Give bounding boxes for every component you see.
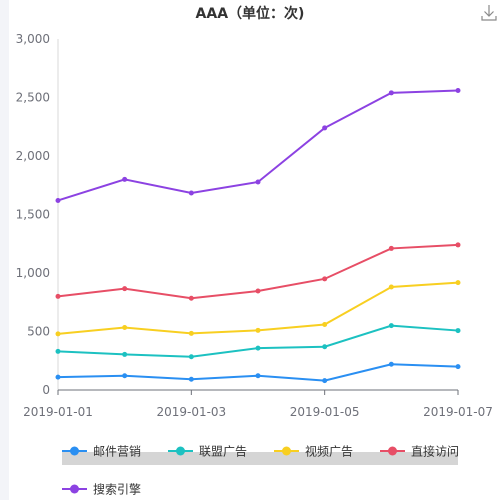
data-point[interactable] [188, 330, 194, 336]
data-point[interactable] [322, 344, 328, 350]
y-tick-label: 1,000 [16, 266, 50, 280]
legend-band [62, 452, 458, 465]
legend-label: 视频广告 [305, 444, 353, 459]
data-point[interactable] [255, 179, 261, 185]
data-point[interactable] [188, 354, 194, 360]
data-point[interactable] [55, 293, 61, 299]
data-point[interactable] [455, 364, 461, 370]
y-tick-label: 2,500 [16, 91, 50, 105]
x-axis: 2019-01-01 2019-01-03 2019-01-05 2019-01-07 [23, 389, 493, 419]
data-point[interactable] [255, 345, 261, 351]
data-point[interactable] [122, 286, 128, 292]
y-tick-label: 1,500 [16, 208, 50, 222]
data-point[interactable] [322, 321, 328, 327]
data-point[interactable] [322, 125, 328, 131]
data-point[interactable] [455, 328, 461, 334]
data-point[interactable] [255, 288, 261, 294]
data-point[interactable] [388, 361, 394, 367]
side-strip [0, 0, 9, 500]
legend-marker [176, 446, 185, 456]
legend-label: 搜索引擎 [93, 482, 141, 497]
download-icon[interactable] [481, 4, 497, 22]
y-axis: 0 500 1,000 1,500 2,000 2,500 3,000 [16, 32, 59, 397]
legend-marker [388, 446, 397, 456]
series-layer [55, 87, 461, 384]
data-point[interactable] [322, 378, 328, 384]
data-point[interactable] [55, 374, 61, 380]
series-3 [55, 280, 461, 337]
series-1 [55, 361, 461, 384]
x-tick-label: 2019-01-07 [423, 405, 493, 419]
chart-title: AAA（单位：次) [195, 6, 305, 22]
data-point[interactable] [55, 197, 61, 203]
data-point[interactable] [322, 276, 328, 282]
legend-marker [70, 446, 79, 456]
data-point[interactable] [255, 373, 261, 379]
data-point[interactable] [255, 327, 261, 333]
x-tick-label: 2019-01-03 [156, 405, 226, 419]
series-4 [55, 242, 461, 301]
data-point[interactable] [55, 348, 61, 354]
y-tick-label: 3,000 [16, 32, 50, 46]
legend-marker [70, 484, 79, 494]
data-point[interactable] [188, 190, 194, 196]
data-point[interactable] [122, 373, 128, 379]
data-point[interactable] [455, 242, 461, 248]
data-point[interactable] [122, 176, 128, 182]
legend-marker [282, 446, 291, 456]
data-point[interactable] [122, 351, 128, 357]
legend-item[interactable]: 直接访问 [380, 444, 459, 459]
series-2 [55, 323, 461, 360]
data-point[interactable] [55, 331, 61, 337]
legend-label: 邮件营销 [93, 445, 141, 459]
data-point[interactable] [388, 245, 394, 251]
legend-item[interactable]: 视频广告 [274, 444, 353, 459]
data-point[interactable] [388, 284, 394, 290]
x-tick-label: 2019-01-01 [23, 405, 93, 419]
y-tick-label: 0 [42, 383, 50, 397]
data-point[interactable] [388, 90, 394, 96]
legend-item[interactable]: 联盟广告 [168, 445, 247, 459]
legend-item[interactable]: 邮件营销 [62, 445, 141, 459]
series-5 [55, 87, 461, 203]
data-point[interactable] [188, 295, 194, 301]
data-point[interactable] [388, 323, 394, 329]
legend-item[interactable]: 搜索引擎 [62, 482, 141, 497]
data-point[interactable] [188, 376, 194, 382]
data-point[interactable] [122, 325, 128, 331]
data-point[interactable] [455, 280, 461, 286]
data-point[interactable] [455, 87, 461, 93]
legend-label: 联盟广告 [199, 445, 247, 459]
legend-label: 直接访问 [411, 444, 459, 459]
y-tick-label: 2,000 [16, 149, 50, 163]
y-tick-label: 500 [27, 325, 50, 339]
x-tick-label: 2019-01-05 [290, 405, 360, 419]
